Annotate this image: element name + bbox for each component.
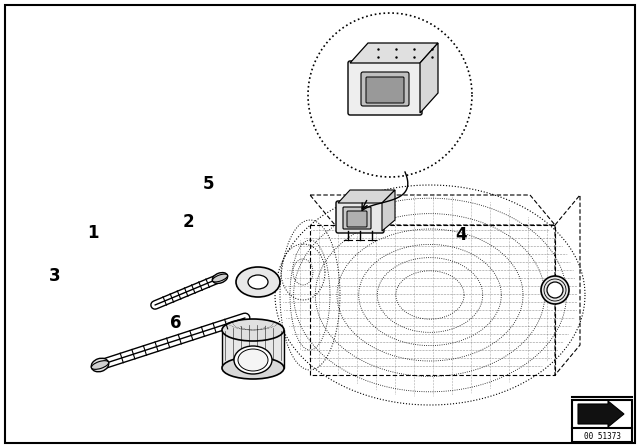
Text: 4: 4 — [455, 226, 467, 244]
Polygon shape — [350, 43, 438, 63]
Ellipse shape — [541, 276, 569, 304]
Ellipse shape — [547, 282, 563, 298]
FancyBboxPatch shape — [366, 77, 404, 103]
Ellipse shape — [248, 275, 268, 289]
Polygon shape — [338, 190, 395, 203]
Polygon shape — [578, 401, 624, 427]
Ellipse shape — [236, 267, 280, 297]
Ellipse shape — [234, 346, 272, 374]
FancyBboxPatch shape — [347, 211, 367, 227]
Ellipse shape — [238, 349, 268, 371]
Ellipse shape — [92, 358, 109, 372]
Text: 3: 3 — [49, 267, 60, 284]
FancyBboxPatch shape — [336, 201, 384, 233]
Polygon shape — [382, 190, 395, 231]
Ellipse shape — [222, 357, 284, 379]
Text: 6: 6 — [170, 314, 182, 332]
Polygon shape — [420, 43, 438, 113]
Bar — [222, 330, 284, 368]
Bar — [572, 400, 632, 442]
Text: 5: 5 — [202, 175, 214, 193]
FancyBboxPatch shape — [343, 207, 371, 229]
FancyBboxPatch shape — [361, 72, 409, 106]
Ellipse shape — [92, 361, 109, 369]
FancyBboxPatch shape — [348, 61, 422, 115]
Ellipse shape — [212, 272, 228, 284]
Text: 1: 1 — [87, 224, 99, 242]
Text: 2: 2 — [183, 213, 195, 231]
Text: 00 51373: 00 51373 — [584, 431, 621, 440]
Ellipse shape — [212, 274, 228, 282]
Polygon shape — [308, 13, 472, 177]
Ellipse shape — [222, 319, 284, 341]
